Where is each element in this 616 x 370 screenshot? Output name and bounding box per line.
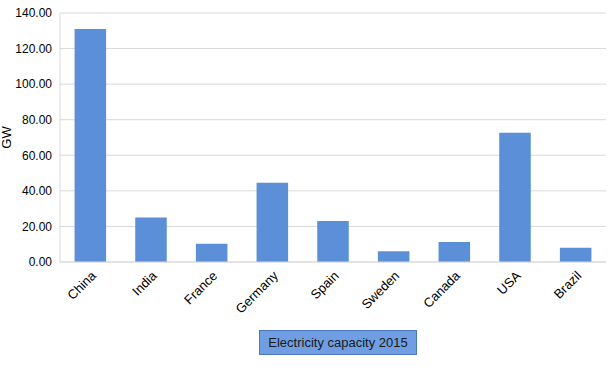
svg-text:80.00: 80.00 (22, 113, 52, 127)
svg-text:Brazil: Brazil (551, 268, 585, 302)
svg-text:120.00: 120.00 (15, 42, 52, 56)
svg-text:100.00: 100.00 (15, 77, 52, 91)
svg-text:0.00: 0.00 (29, 255, 53, 269)
svg-text:Germany: Germany (233, 268, 282, 317)
svg-text:Canada: Canada (420, 268, 463, 311)
svg-text:France: France (181, 268, 220, 307)
svg-text:India: India (129, 268, 160, 299)
svg-text:140.00: 140.00 (15, 6, 52, 20)
svg-text:Sweden: Sweden (358, 268, 402, 312)
svg-text:60.00: 60.00 (22, 149, 52, 163)
svg-text:USA: USA (494, 268, 524, 298)
html-text:Electricity capacity 2015: Electricity capacity 2015 (268, 335, 408, 350)
svg-text:China: China (64, 267, 99, 302)
svg-text:GW: GW (8, 126, 14, 149)
svg-text:20.00: 20.00 (22, 220, 52, 234)
svg-text:40.00: 40.00 (22, 184, 52, 198)
svg-text:Spain: Spain (308, 268, 342, 302)
